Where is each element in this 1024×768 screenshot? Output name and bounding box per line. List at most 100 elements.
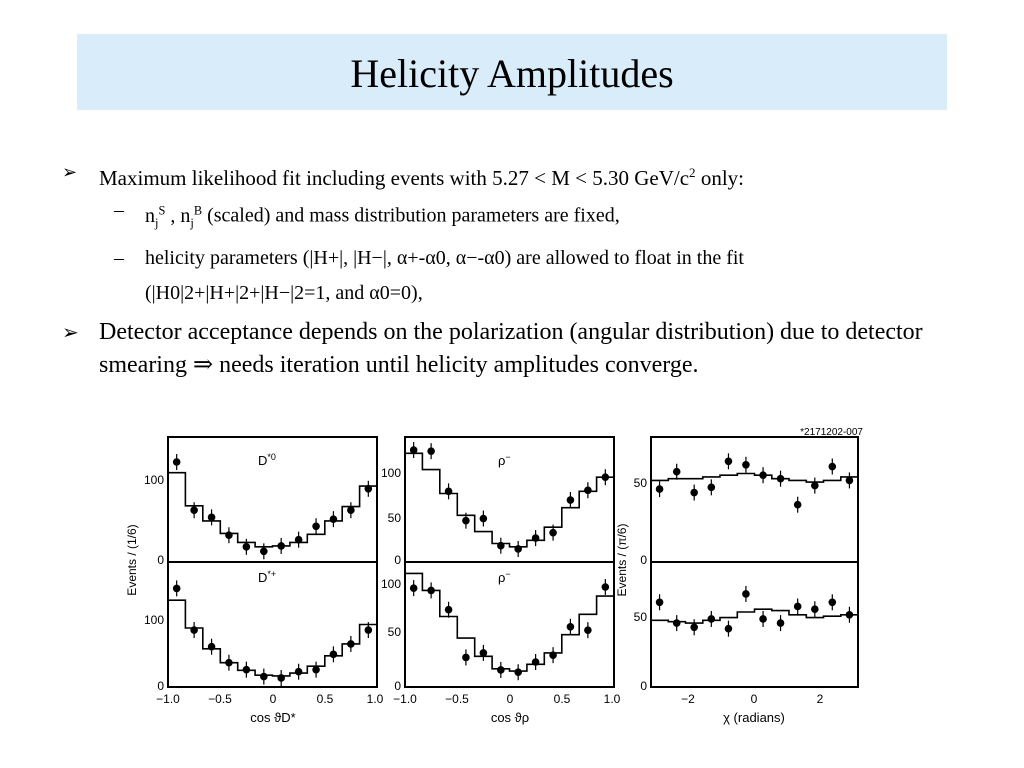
frame-chi-top [650,436,859,563]
sub-bullet-fixed: – njS , njB (scaled) and mass distributi… [62,193,962,241]
data-point [242,665,251,674]
data-point [759,615,767,623]
tick-label: 50 [388,625,402,639]
data-point [724,624,733,633]
data-point [531,658,540,666]
data-point [497,541,505,550]
tick-label: 0 [507,692,514,706]
frame-chi-bottom [650,561,859,688]
bullet-list: ➢ Maximum likelihood fit including event… [62,158,962,382]
data-point [329,650,338,659]
data-point [277,542,285,550]
arrow-bullet-icon: ➢ [62,162,78,183]
data-point [759,471,767,479]
data-point [497,666,505,674]
y-tick-labels: 100 0 100 0 100 50 0 100 50 0 50 0 50 0 [144,466,647,693]
data-point [793,500,802,509]
tick-label: 0 [157,553,164,567]
data-point [207,513,216,522]
data-point [444,605,453,614]
tick-label: 50 [634,610,648,624]
data-point [329,515,338,523]
data-point [811,605,819,614]
data-point [566,622,575,631]
data-point [549,651,557,659]
data-point [409,584,418,592]
data-point [707,483,716,492]
tick-label: −1.0 [393,692,417,706]
data-point [277,674,285,682]
sub-bullet-float-line1: helicity parameters (|H+|, |H−|, α+-α0, … [145,246,744,269]
label-rho-bottom: ρ− [498,569,511,585]
sub-bullet-float-line2: (|H0|2+|H+|2+|H−|2=1, and α0=0), [145,281,423,304]
data-point [172,458,181,466]
data-point [724,457,733,466]
data-point [242,543,251,551]
data-point [601,583,610,591]
tick-label: 0 [394,553,401,567]
data-point [672,619,681,627]
label-dstar0: D*0 [258,452,276,468]
bullet-acceptance: ➢ Detector acceptance depends on the pol… [62,316,962,382]
data-point [514,545,522,553]
data-point [294,535,303,544]
chart-marks [168,442,858,686]
xlabel-chi: χ (radians) [723,710,785,725]
fit-histogram [651,472,858,483]
tick-label: 2 [817,692,824,706]
tick-label: −1.0 [156,692,180,706]
data-point [462,516,470,525]
frame-rho-bottom [404,561,615,688]
data-point [260,547,268,556]
tick-label: 0.5 [554,692,571,706]
data-point [566,496,575,504]
tick-label: 50 [388,511,402,525]
data-point [514,668,522,677]
figure-code: *2171202-007 [800,427,863,438]
tick-label: −0.5 [208,692,232,706]
data-point [260,672,268,681]
data-point [479,514,488,523]
tick-label: 100 [144,473,164,487]
data-point [427,447,435,455]
data-point [690,488,698,497]
data-point [172,584,181,593]
xlabel-cos-rho: cos ϑρ [491,710,529,725]
data-point [427,586,435,595]
data-point [190,626,198,634]
tick-label: 50 [634,476,648,490]
dash-bullet-icon: – [114,199,124,221]
data-point [672,467,681,476]
data-point [584,626,592,634]
bullet-acceptance-text: Detector acceptance depends on the polar… [99,318,923,378]
tick-label: 0 [157,679,164,693]
data-point [190,506,198,515]
math-nj: njS , njB [145,203,203,230]
data-point [364,626,373,634]
data-point [364,484,373,493]
data-point [655,598,664,607]
label-rho-top: ρ− [498,452,511,468]
tick-label: −2 [681,692,695,706]
tick-label: 0 [751,692,758,706]
data-point [444,487,453,496]
data-point [828,462,837,471]
title-bar: Helicity Amplitudes [77,34,947,110]
cos-axis-ticks-mid: −1.0 −0.5 0 0.5 1.0 [393,692,621,706]
bullet-fit-text: Maximum likelihood fit including events … [99,165,744,190]
ylabel-right: Events / (π/6) [615,524,629,597]
dash-bullet-icon: – [114,246,124,269]
data-point [549,528,557,537]
fit-histogram [405,572,614,672]
tick-label: 100 [381,466,401,480]
data-point [347,640,355,648]
data-point [845,476,854,485]
data-point [601,473,610,482]
data-point [690,623,698,632]
data-point [479,649,488,657]
data-point [207,642,216,651]
data-point [531,534,540,542]
data-point [347,506,355,515]
data-point [584,486,592,495]
data-point [225,658,233,667]
